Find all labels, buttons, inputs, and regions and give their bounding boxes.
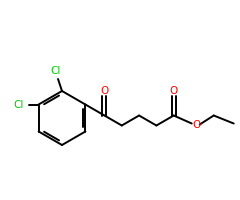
Text: Cl: Cl bbox=[13, 99, 24, 110]
Text: O: O bbox=[100, 86, 108, 96]
Text: O: O bbox=[170, 86, 178, 96]
Text: Cl: Cl bbox=[51, 66, 61, 76]
Text: O: O bbox=[192, 119, 201, 130]
